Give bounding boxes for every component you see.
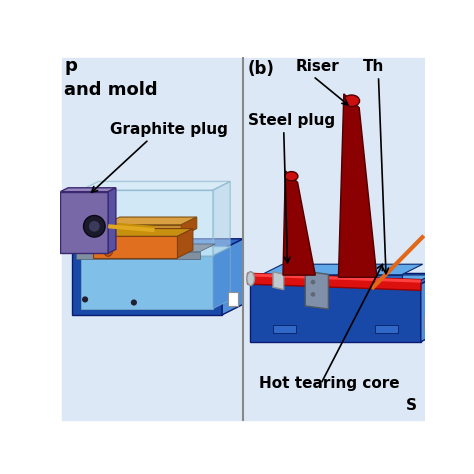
Polygon shape <box>213 247 230 309</box>
Polygon shape <box>283 171 315 275</box>
Ellipse shape <box>285 172 298 181</box>
Polygon shape <box>250 273 442 284</box>
Circle shape <box>131 300 137 306</box>
Text: (b): (b) <box>247 60 274 78</box>
Polygon shape <box>93 237 177 258</box>
Polygon shape <box>93 228 193 237</box>
Polygon shape <box>76 252 200 259</box>
Polygon shape <box>338 94 377 277</box>
Circle shape <box>82 296 88 302</box>
Circle shape <box>310 292 315 297</box>
Bar <box>228 292 237 306</box>
Polygon shape <box>247 273 421 283</box>
Bar <box>424 315 431 330</box>
Polygon shape <box>81 190 213 255</box>
Polygon shape <box>273 272 284 290</box>
Polygon shape <box>421 273 442 342</box>
Polygon shape <box>104 225 182 237</box>
Polygon shape <box>177 228 193 258</box>
Polygon shape <box>305 271 328 309</box>
Polygon shape <box>104 217 197 225</box>
Polygon shape <box>61 191 108 253</box>
Polygon shape <box>72 249 222 315</box>
Text: Th: Th <box>363 59 384 74</box>
Text: p: p <box>64 57 77 75</box>
Polygon shape <box>81 182 230 190</box>
Polygon shape <box>61 188 116 191</box>
Bar <box>273 325 296 333</box>
Text: Riser: Riser <box>296 59 340 74</box>
Polygon shape <box>182 217 197 237</box>
Circle shape <box>310 280 315 284</box>
Polygon shape <box>76 244 215 252</box>
Bar <box>244 58 424 420</box>
Ellipse shape <box>103 244 113 256</box>
Polygon shape <box>108 188 116 253</box>
Circle shape <box>83 216 105 237</box>
Polygon shape <box>247 273 421 291</box>
Bar <box>374 325 398 333</box>
Polygon shape <box>81 255 213 309</box>
Circle shape <box>89 221 100 232</box>
Polygon shape <box>261 264 423 275</box>
Polygon shape <box>213 182 230 255</box>
Polygon shape <box>250 284 421 342</box>
Polygon shape <box>257 275 431 284</box>
Bar <box>62 58 241 420</box>
Polygon shape <box>222 239 243 315</box>
Polygon shape <box>261 275 401 284</box>
Text: Hot tearing core: Hot tearing core <box>259 376 400 391</box>
Text: Graphite plug: Graphite plug <box>110 122 228 137</box>
Text: and mold: and mold <box>64 82 158 100</box>
Polygon shape <box>81 247 230 255</box>
Text: S: S <box>405 398 416 412</box>
Polygon shape <box>72 239 243 249</box>
Ellipse shape <box>343 95 360 107</box>
Text: Steel plug: Steel plug <box>247 113 335 128</box>
Ellipse shape <box>247 272 255 285</box>
